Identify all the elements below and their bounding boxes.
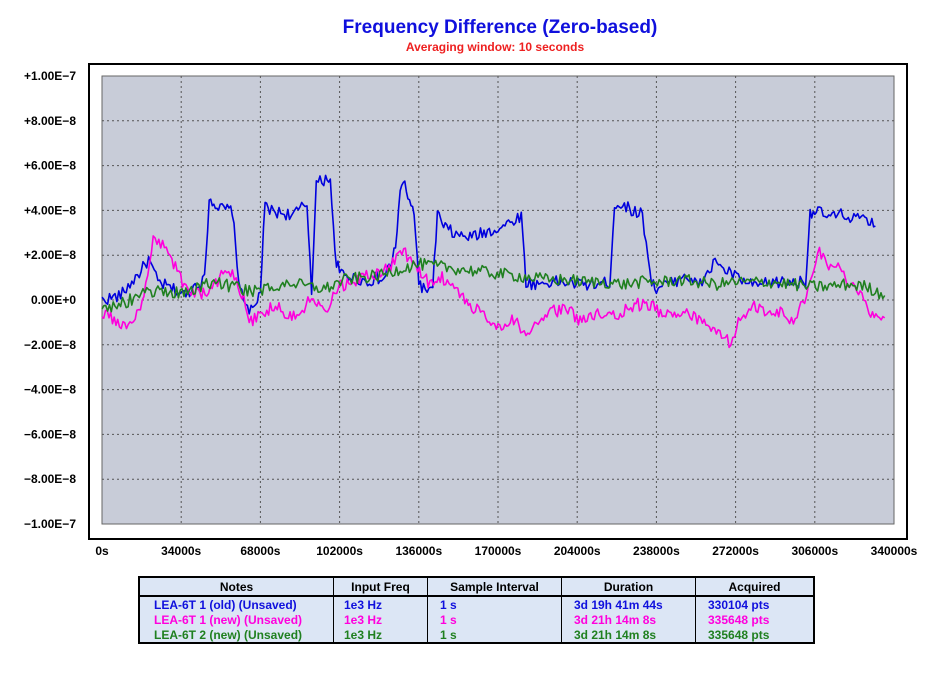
table-cell-input-freq: 1e3 Hz: [333, 612, 428, 627]
y-axis-ticks: +1.00E−7 +8.00E−8 +6.00E−8 +4.00E−8 +2.00E−8…: [24, 69, 76, 531]
x-tick-label: 204000s: [554, 544, 601, 558]
x-axis-ticks: 0s 34000s 68000s 102000s 136000s 170000s 20400…: [95, 544, 917, 558]
table-cell-acquired: 335648 pts: [695, 627, 815, 643]
frequency-chart: +1.00E−7 +8.00E−8 +6.00E−8 +4.00E−8 +2.00E−8…: [24, 63, 918, 558]
y-tick-label: −6.00E−8: [24, 427, 76, 441]
y-tick-label: −8.00E−8: [24, 472, 76, 486]
table-body: LEA-6T 1 (old) (Unsaved) 1e3 Hz 1 s 3d 19h …: [138, 596, 815, 643]
table-header-sample-interval: Sample Interval: [427, 576, 562, 597]
y-tick-label: +1.00E−7: [24, 69, 76, 83]
grid-lines: [102, 76, 894, 524]
table-header-row: Notes Input Freq Sample Interval Duratio…: [138, 576, 815, 597]
data-table: Notes Input Freq Sample Interval Duratio…: [138, 576, 815, 644]
x-tick-label: 170000s: [475, 544, 522, 558]
x-tick-label: 340000s: [871, 544, 918, 558]
chart-title: Frequency Difference (Zero-based): [342, 17, 658, 38]
table-row: LEA-6T 1 (old) (Unsaved) 1e3 Hz 1 s 3d 19h …: [138, 596, 815, 612]
x-tick-label: 0s: [95, 544, 109, 558]
series-line-2: [101, 235, 886, 349]
y-tick-label: +4.00E−8: [24, 203, 76, 217]
x-tick-label: 238000s: [633, 544, 680, 558]
y-tick-label: −2.00E−8: [24, 338, 76, 352]
y-tick-label: 0.00E+0: [31, 293, 76, 307]
table-cell-acquired: 330104 pts: [695, 596, 815, 612]
y-tick-label: −1.00E−7: [24, 517, 76, 531]
x-tick-label: 272000s: [712, 544, 759, 558]
chart-subtitle: Averaging window: 10 seconds: [405, 40, 585, 54]
y-tick-label: −4.00E−8: [24, 383, 76, 397]
series-line-3: [101, 257, 886, 313]
series-line-1: [101, 174, 876, 315]
table-cell-acquired: 335648 pts: [695, 612, 815, 627]
table-cell-duration: 3d 19h 41m 44s: [561, 596, 696, 612]
table-row: LEA-6T 2 (new) (Unsaved) 1e3 Hz 1 s 3d 21h …: [138, 627, 815, 643]
table-cell-duration: 3d 21h 14m 8s: [561, 627, 696, 643]
table-cell-input-freq: 1e3 Hz: [333, 627, 428, 643]
table-cell-sample-interval: 1 s: [427, 612, 562, 627]
table-header-duration: Duration: [561, 576, 696, 597]
table-header-notes: Notes: [138, 576, 334, 597]
x-tick-label: 34000s: [161, 544, 201, 558]
table-row: LEA-6T 1 (new) (Unsaved) 1e3 Hz 1 s 3d 21h …: [138, 612, 815, 627]
x-tick-label: 102000s: [316, 544, 363, 558]
table-cell-sample-interval: 1 s: [427, 627, 562, 643]
series-group: [101, 174, 886, 349]
y-tick-label: +2.00E−8: [24, 248, 76, 262]
y-tick-label: +8.00E−8: [24, 114, 76, 128]
table-header-input-freq: Input Freq: [333, 576, 428, 597]
table-cell-sample-interval: 1 s: [427, 596, 562, 612]
table-cell-notes: LEA-6T 1 (new) (Unsaved): [138, 612, 334, 627]
table-cell-input-freq: 1e3 Hz: [333, 596, 428, 612]
table-cell-notes: LEA-6T 2 (new) (Unsaved): [138, 627, 334, 643]
x-tick-label: 136000s: [395, 544, 442, 558]
table-cell-duration: 3d 21h 14m 8s: [561, 612, 696, 627]
x-tick-label: 306000s: [791, 544, 838, 558]
y-tick-label: +6.00E−8: [24, 159, 76, 173]
table-header-acquired: Acquired: [695, 576, 815, 597]
table-cell-notes: LEA-6T 1 (old) (Unsaved): [138, 596, 334, 612]
x-tick-label: 68000s: [240, 544, 280, 558]
